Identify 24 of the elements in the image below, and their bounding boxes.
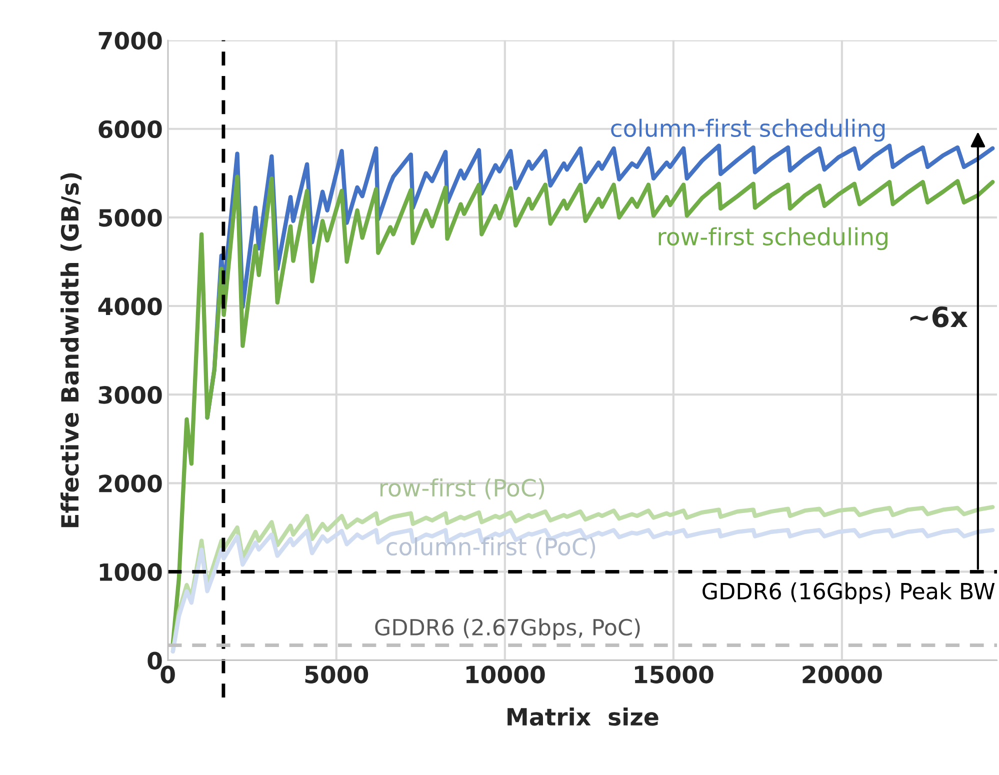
y-tick-label: 2000 xyxy=(99,474,162,492)
x-tick-label: 15000 xyxy=(635,666,714,684)
x-tick-label: 20000 xyxy=(802,666,882,684)
y-tick-label: 1000 xyxy=(100,563,162,582)
ref-line-label: GDDR6 (16Gbps) Peak BW xyxy=(702,582,995,604)
series-label: row-first (PoC) xyxy=(380,478,544,500)
x-tick-label: 5000 xyxy=(305,666,368,684)
series-label: column-first (PoC) xyxy=(386,537,596,558)
y-tick-label: 7000 xyxy=(98,32,162,50)
series-label: row-first scheduling xyxy=(658,227,888,250)
y-tick-label: 4000 xyxy=(98,297,162,316)
x-tick-label: 10000 xyxy=(466,666,545,684)
ref-line-label: GDDR6 (2.67Gbps, PoC) xyxy=(375,618,640,640)
y-axis-title: Effective Bandwidth (GB/s) xyxy=(60,173,82,528)
annotation: ~6x xyxy=(910,306,968,328)
y-tick-label: 3000 xyxy=(98,386,162,404)
x-tick-label: 0 xyxy=(160,666,175,684)
y-tick-label: 0 xyxy=(148,652,162,670)
y-tick-label: 6000 xyxy=(98,120,162,138)
line-series xyxy=(170,528,995,654)
series-label: column-first scheduling xyxy=(611,118,885,142)
line-series xyxy=(170,174,995,646)
x-axis-title: Matrix size xyxy=(508,707,658,726)
y-tick-label: 5000 xyxy=(99,208,162,227)
